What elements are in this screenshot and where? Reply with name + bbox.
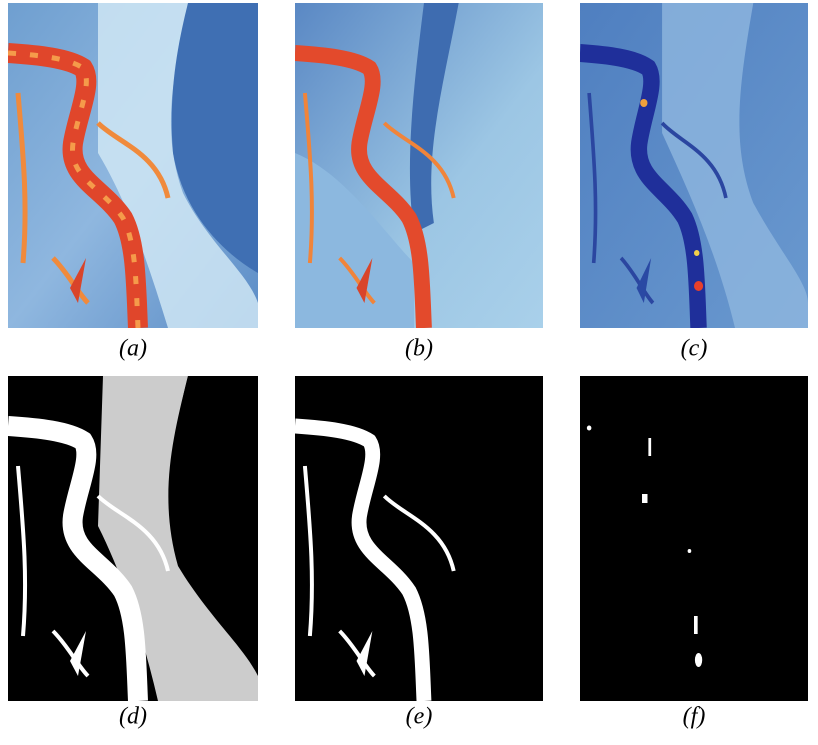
panel-f [580, 376, 808, 701]
panel-caption: (e) [406, 704, 433, 730]
panel-caption: (c) [681, 336, 708, 362]
panel-a [8, 3, 258, 328]
panel-caption: (d) [119, 704, 147, 730]
panel-e [295, 376, 543, 701]
panel-c [580, 3, 808, 328]
panel-d [8, 376, 258, 701]
panel-caption: (a) [119, 336, 147, 362]
panel-caption: (f) [683, 704, 706, 730]
panel-caption: (b) [405, 336, 433, 362]
panel-b [295, 3, 543, 328]
figure: (a) (b) (c) (d) (e) (f) [0, 0, 818, 740]
